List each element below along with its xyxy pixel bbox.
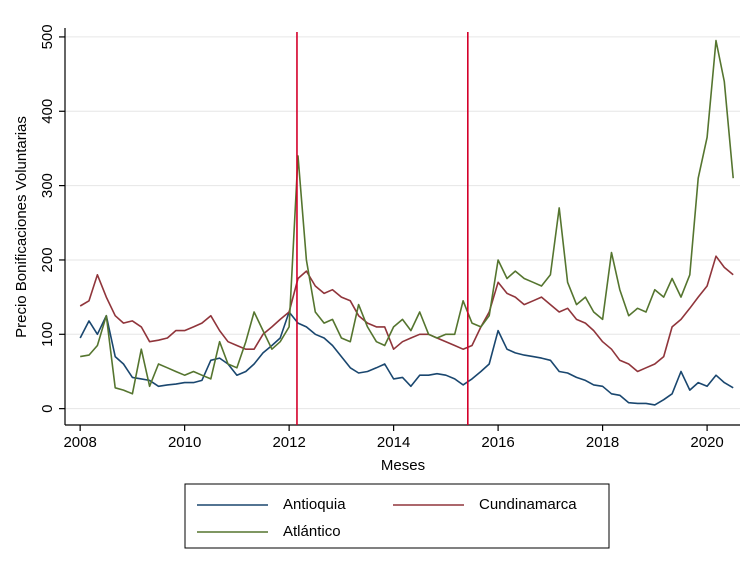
y-tick-label: 100: [39, 322, 56, 347]
legend-label: Atlántico: [283, 523, 341, 540]
x-axis-label: Meses: [381, 457, 425, 474]
x-tick-label: 2020: [690, 434, 723, 451]
legend-label: Cundinamarca: [479, 496, 577, 513]
legend-label: Antioquia: [283, 496, 346, 513]
legend-box: [184, 483, 610, 549]
x-tick-label: 2012: [272, 434, 305, 451]
y-tick-label: 400: [39, 99, 56, 124]
x-tick-label: 2014: [377, 434, 410, 451]
series-line: [79, 311, 734, 406]
x-tick-label: 2016: [481, 434, 514, 451]
y-axis-label: Precio Bonificaciones Voluntarias: [13, 116, 30, 338]
x-tick-label: 2018: [586, 434, 619, 451]
y-tick-label: 200: [39, 247, 56, 272]
y-tick-label: 0: [39, 404, 56, 412]
series-line: [79, 255, 734, 373]
y-tick-label: 300: [39, 173, 56, 198]
series-line: [80, 39, 734, 395]
x-tick-label: 2010: [168, 434, 201, 451]
y-tick-label: 500: [39, 24, 56, 49]
x-tick-label: 2008: [63, 434, 96, 451]
